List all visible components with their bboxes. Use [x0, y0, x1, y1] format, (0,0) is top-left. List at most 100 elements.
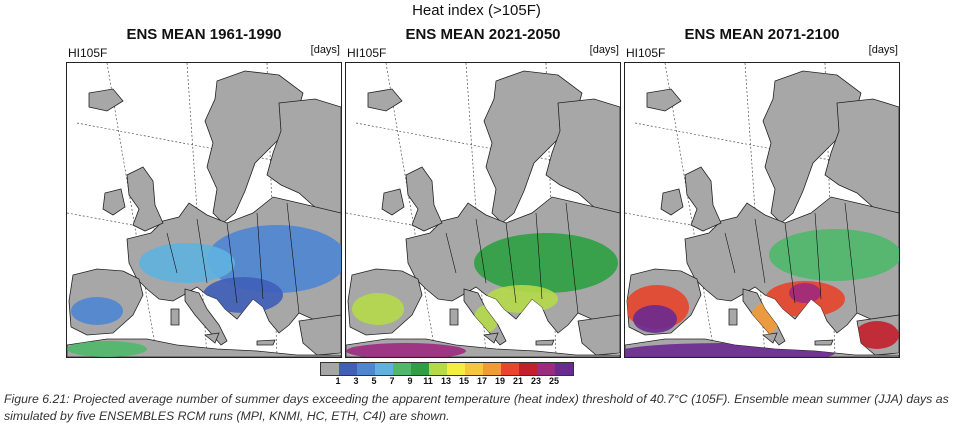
unit-label: [days]: [589, 44, 619, 56]
border-line: [784, 222, 796, 304]
north-africa-heat-zone: [67, 341, 147, 357]
anatolia-landmass: [298, 314, 341, 356]
legend-swatch: [375, 363, 393, 375]
map-panel-2021-2050: ENS MEAN 2021-2050 HI105F [days]: [345, 26, 621, 358]
border-line: [844, 202, 858, 314]
map-panel-1961-1990: ENS MEAN 1961-1990 HI105F [days]: [66, 26, 342, 358]
panel-title: ENS MEAN 2021-2050: [405, 26, 561, 43]
eastern-europe-heat-zone: [769, 229, 899, 281]
great-britain-landmass: [126, 166, 164, 232]
legend-swatch: [555, 363, 573, 375]
legend-swatch: [519, 363, 537, 375]
graticule-line: [106, 63, 158, 357]
border-line: [505, 222, 517, 304]
sardinia-landmass: [170, 308, 180, 326]
sicily-landmass: [204, 332, 220, 344]
legend-swatch: [483, 363, 501, 375]
legend-tick: 15: [458, 376, 470, 386]
iberia-heat-zone: [71, 297, 123, 325]
sicily-landmass: [762, 332, 778, 344]
map-svg: [346, 63, 620, 357]
italy-heat-zone: [751, 303, 779, 335]
border-line: [166, 232, 178, 274]
color-legend: [320, 362, 574, 376]
sicily-landmass: [483, 332, 499, 344]
anatolia-heat-zone: [855, 321, 899, 349]
country-borders: [724, 202, 858, 314]
great-britain-landmass: [405, 166, 443, 232]
ireland-landmass: [381, 188, 405, 216]
finland-landmass: [824, 98, 899, 214]
iceland-landmass: [88, 88, 124, 112]
figure-title: Heat index (>105F): [412, 2, 541, 19]
graticule-line: [385, 63, 437, 357]
iceland-landmass: [646, 88, 682, 112]
border-line: [256, 212, 264, 300]
map-panel-2071-2100: ENS MEAN 2071-2100 HI105F [days]: [624, 26, 900, 358]
europe-map: [345, 62, 621, 358]
border-line: [445, 232, 457, 274]
map-svg: [625, 63, 899, 357]
anatolia-landmass: [577, 314, 620, 356]
legend-tick: 11: [423, 376, 433, 386]
variable-label: HI105F: [626, 46, 666, 60]
europe-map: [66, 62, 342, 358]
eastern-europe-heat-zone: [474, 233, 618, 293]
legend-swatch: [501, 363, 519, 375]
border-line: [535, 212, 543, 300]
graticule-line: [76, 122, 341, 174]
border-line: [286, 202, 300, 314]
finland-landmass: [266, 98, 341, 214]
heat-overlay: [67, 225, 341, 357]
border-line: [814, 212, 822, 300]
graticule-line: [355, 122, 620, 174]
europe-map: [624, 62, 900, 358]
legend-swatch: [393, 363, 411, 375]
graticule-line: [634, 122, 899, 174]
north-africa-heat-zone: [346, 343, 466, 357]
hungary-heat-zone: [789, 283, 821, 303]
iceland-landmass: [367, 88, 403, 112]
figure-caption: Figure 6.21: Projected average number of…: [4, 392, 949, 423]
legend-tick: 1: [335, 376, 341, 386]
unit-label: [days]: [868, 44, 898, 56]
balkans-heat-zone: [486, 285, 558, 313]
legend-tick: 21: [512, 376, 524, 386]
border-line: [754, 218, 766, 284]
country-borders: [445, 202, 579, 314]
legend-swatch: [321, 363, 339, 375]
legend-tick: 25: [548, 376, 560, 386]
finland-landmass: [545, 98, 620, 214]
variable-label: HI105F: [347, 46, 387, 60]
crete-landmass: [256, 339, 276, 346]
legend-swatch: [537, 363, 555, 375]
legend-tick: 3: [353, 376, 359, 386]
ireland-landmass: [660, 188, 684, 216]
legend-swatch: [411, 363, 429, 375]
legend-tick: 7: [389, 376, 395, 386]
great-britain-landmass: [684, 166, 722, 232]
legend-swatch: [339, 363, 357, 375]
border-line: [724, 232, 736, 274]
border-line: [226, 222, 238, 304]
legend-tick: 5: [371, 376, 377, 386]
scandinavia-landmass: [204, 70, 304, 224]
iberia-core-heat-zone: [633, 305, 677, 333]
sardinia-landmass: [728, 308, 738, 326]
italy-landmass: [184, 288, 228, 346]
legend-tick-labels: 1 3 5 7 9 11 13 15 17 19 21 23 25: [320, 376, 650, 390]
unit-label: [days]: [310, 44, 340, 56]
legend-swatch: [357, 363, 375, 375]
crete-landmass: [535, 339, 555, 346]
legend-tick: 9: [407, 376, 413, 386]
legend-tick: 23: [530, 376, 542, 386]
panel-title: ENS MEAN 2071-2100: [684, 26, 840, 43]
map-svg: [67, 63, 341, 357]
legend-tick: 17: [476, 376, 488, 386]
border-line: [565, 202, 579, 314]
panel-title: ENS MEAN 1961-1990: [126, 26, 282, 43]
heat-overlay: [346, 233, 618, 357]
border-line: [475, 218, 487, 284]
eastern-europe-heat-zone: [207, 225, 341, 293]
iberia-heat-zone: [352, 293, 404, 325]
